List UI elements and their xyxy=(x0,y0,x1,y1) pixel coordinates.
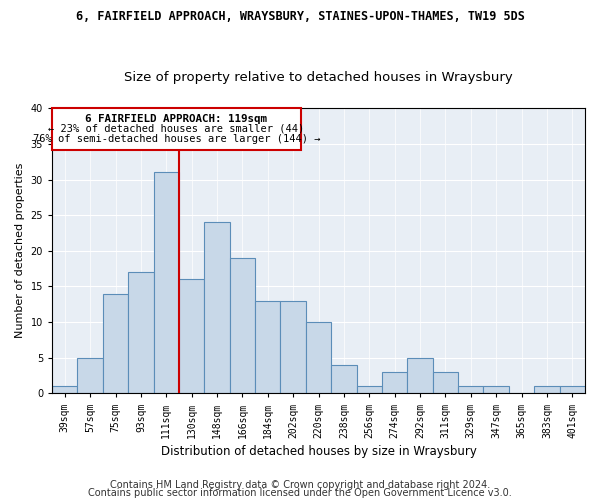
X-axis label: Distribution of detached houses by size in Wraysbury: Distribution of detached houses by size … xyxy=(161,444,476,458)
Text: Contains public sector information licensed under the Open Government Licence v3: Contains public sector information licen… xyxy=(88,488,512,498)
Bar xyxy=(154,172,179,394)
Bar xyxy=(433,372,458,394)
Bar xyxy=(407,358,433,394)
Bar xyxy=(331,365,356,394)
Bar xyxy=(52,108,301,150)
Bar xyxy=(128,272,154,394)
Y-axis label: Number of detached properties: Number of detached properties xyxy=(15,163,25,338)
Text: 76% of semi-detached houses are larger (144) →: 76% of semi-detached houses are larger (… xyxy=(32,134,320,144)
Bar xyxy=(560,386,585,394)
Bar xyxy=(103,294,128,394)
Bar xyxy=(179,280,205,394)
Title: Size of property relative to detached houses in Wraysbury: Size of property relative to detached ho… xyxy=(124,70,513,84)
Text: 6, FAIRFIELD APPROACH, WRAYSBURY, STAINES-UPON-THAMES, TW19 5DS: 6, FAIRFIELD APPROACH, WRAYSBURY, STAINE… xyxy=(76,10,524,23)
Bar xyxy=(458,386,484,394)
Bar xyxy=(230,258,255,394)
Bar xyxy=(306,322,331,394)
Bar xyxy=(77,358,103,394)
Bar xyxy=(382,372,407,394)
Bar xyxy=(255,300,280,394)
Bar xyxy=(280,300,306,394)
Text: ← 23% of detached houses are smaller (44): ← 23% of detached houses are smaller (44… xyxy=(49,124,305,134)
Bar xyxy=(534,386,560,394)
Bar xyxy=(484,386,509,394)
Text: Contains HM Land Registry data © Crown copyright and database right 2024.: Contains HM Land Registry data © Crown c… xyxy=(110,480,490,490)
Text: 6 FAIRFIELD APPROACH: 119sqm: 6 FAIRFIELD APPROACH: 119sqm xyxy=(85,114,268,124)
Bar xyxy=(205,222,230,394)
Bar xyxy=(52,386,77,394)
Bar xyxy=(356,386,382,394)
